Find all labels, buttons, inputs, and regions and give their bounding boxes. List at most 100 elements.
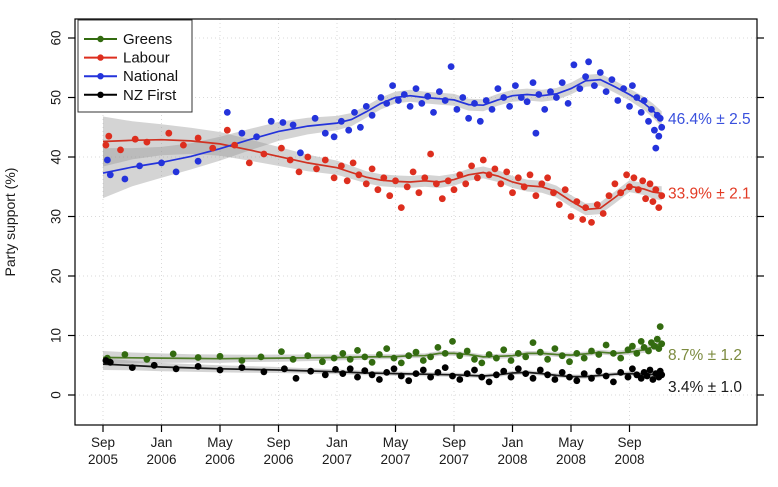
poll-point [541,106,549,113]
poll-point [465,114,472,122]
poll-point [456,171,464,179]
poll-point [427,373,434,381]
legend-label: Labour [123,50,170,67]
poll-point [434,344,442,351]
poll-point [529,79,537,86]
poll-point [529,374,537,382]
poll-point [427,353,434,361]
y-tick-label: 20 [49,268,64,283]
poll-point [121,351,129,358]
x-tick-label: May 2007 [380,435,410,467]
poll-point [655,204,663,212]
poll-point [223,109,231,116]
poll-point [610,350,617,357]
scatter-points-layer [102,58,666,386]
poll-point [397,372,405,380]
poll-point [629,342,636,350]
poll-point [532,192,540,200]
x-tick-label: Sep 2006 [263,435,293,467]
poll-point [343,177,351,185]
poll-point [441,364,449,371]
poll-point [216,352,224,360]
poll-point [651,126,658,134]
poll-point [585,58,592,66]
legend-item-national: National [84,68,178,85]
poll-point [453,106,461,113]
poll-point [430,109,437,116]
poll-point [500,346,508,354]
poll-point [596,69,604,76]
poll-point [383,369,391,376]
poll-point [338,162,345,170]
poll-point [500,367,508,375]
poll-point [588,219,595,226]
poll-point [494,85,502,92]
poll-point [485,351,493,358]
poll-point [279,119,287,126]
poll-point [573,377,581,385]
y-tick-label: 0 [49,391,64,399]
poll-point [558,369,566,376]
poll-point [424,92,432,100]
poll-point [500,94,508,101]
poll-point [459,94,467,101]
poll-point [551,376,559,383]
poll-point [643,372,651,380]
poll-point [580,354,588,362]
x-tick-label: May 2006 [205,435,235,467]
poll-point [321,371,329,379]
poll-point [637,374,645,382]
poll-point [547,88,554,95]
poll-point [658,123,666,131]
poll-point [514,365,522,373]
poll-point [319,358,326,366]
poll-point [646,180,654,188]
poll-point [449,372,456,380]
poll-point [629,365,636,373]
poll-point [434,369,442,376]
poll-point [576,85,584,92]
y-tick-label: 50 [49,90,64,105]
poll-point [634,186,642,194]
poll-point [307,367,315,375]
poll-point [345,126,353,134]
poll-point [566,373,573,381]
poll-point [550,189,557,197]
poll-point [653,335,661,343]
poll-point [419,366,427,374]
poll-point [403,183,411,191]
poll-point [354,373,361,381]
points-labour [102,126,666,226]
poll-point [339,350,347,357]
poll-point [630,174,638,182]
x-tick-label: Sep 2007 [439,435,469,467]
poll-point [620,85,627,92]
poll-point [471,366,478,374]
poll-point [427,150,434,158]
poll-point [368,165,376,173]
poll-point [535,91,543,98]
poll-point [555,201,563,209]
y-tick-label: 60 [49,30,64,45]
poll-point [194,363,202,370]
poll-point [564,100,572,107]
poll-point [392,177,399,185]
poll-point [608,76,616,83]
poll-point [658,192,666,200]
poll-point [297,149,304,157]
poll-point [503,168,511,176]
poll-point [321,156,329,164]
poll-point [456,376,464,383]
poll-point [415,189,423,197]
poll-point [281,365,288,373]
poll-point [593,201,601,209]
poll-point [223,126,231,134]
poll-point [488,106,496,113]
poll-point [383,345,391,352]
poll-point [104,156,111,164]
poll-point [330,354,338,362]
poll-point [450,186,458,194]
poll-point [558,79,566,86]
poll-point [260,368,268,376]
